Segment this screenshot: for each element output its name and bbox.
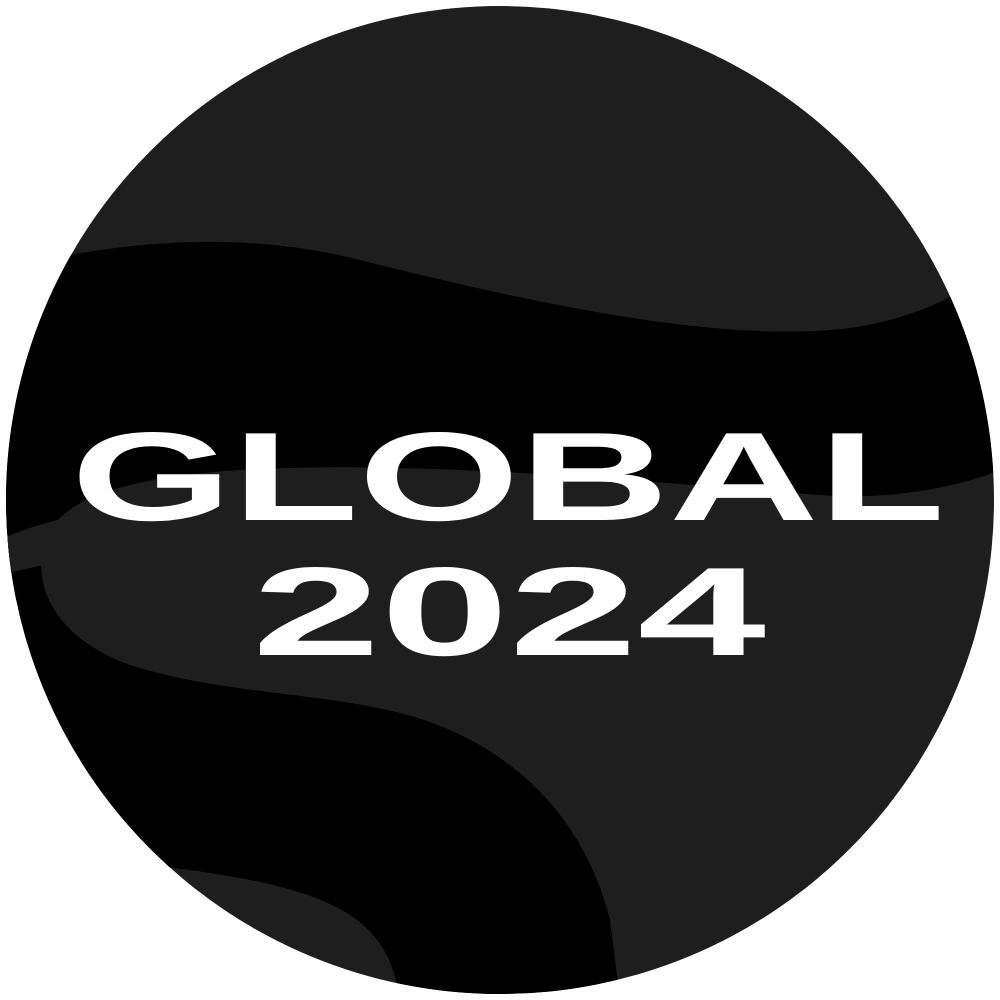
- title-global: GLOBAL: [71, 406, 945, 547]
- black-swoosh-band: [6, 241, 994, 994]
- title-year: 2024: [252, 541, 766, 682]
- dark-swoosh-inner: [6, 505, 560, 575]
